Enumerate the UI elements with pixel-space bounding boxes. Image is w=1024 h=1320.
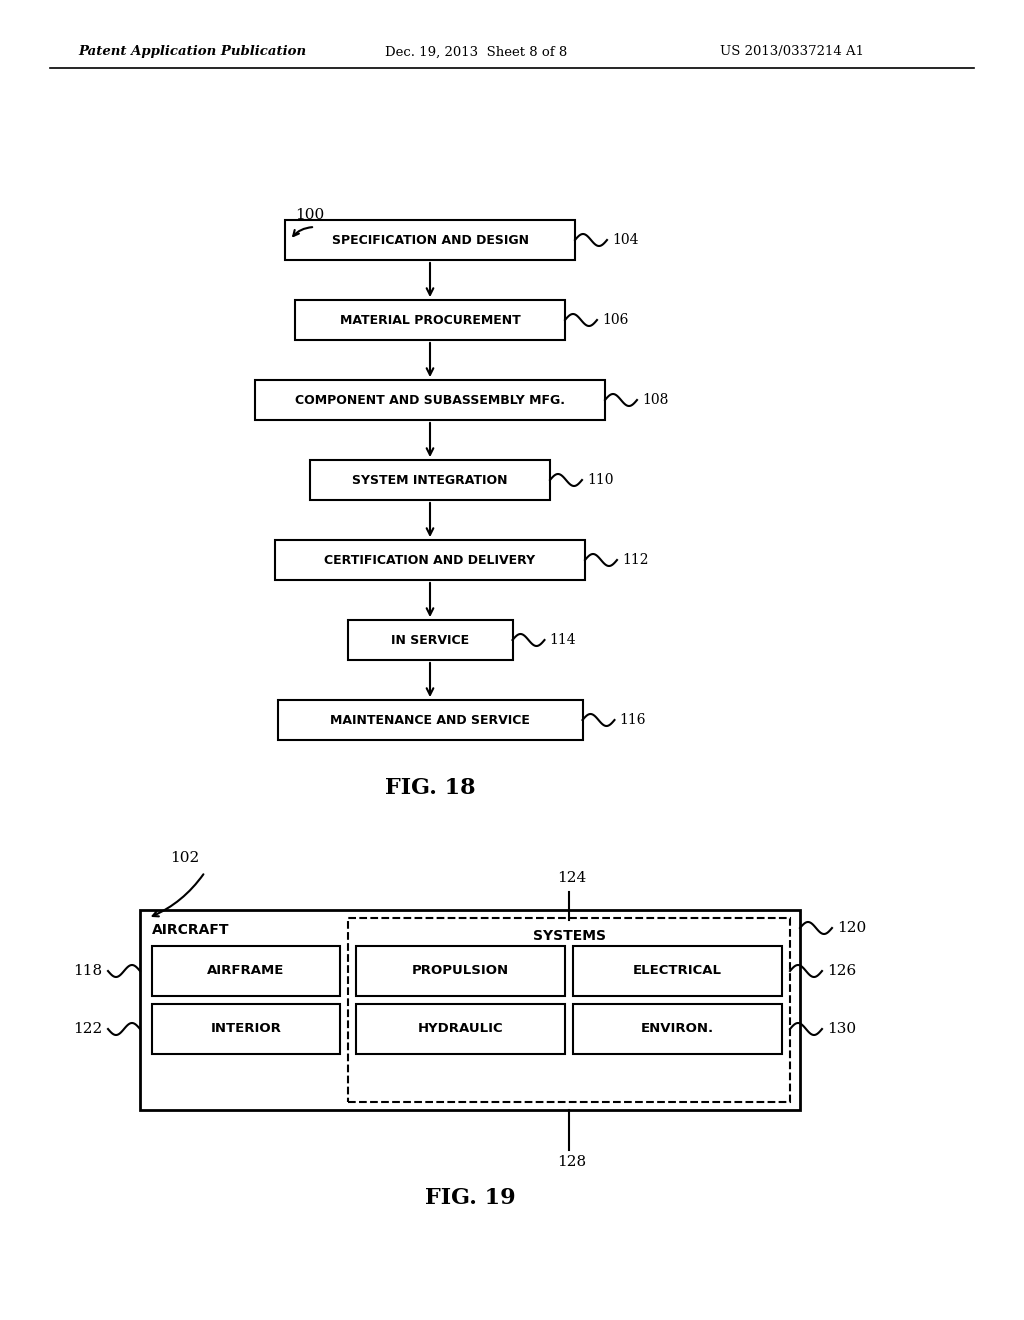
Text: US 2013/0337214 A1: US 2013/0337214 A1	[720, 45, 864, 58]
Text: 100: 100	[295, 209, 325, 222]
Text: MAINTENANCE AND SERVICE: MAINTENANCE AND SERVICE	[330, 714, 530, 726]
Text: 102: 102	[170, 851, 200, 865]
FancyBboxPatch shape	[573, 946, 782, 997]
Text: 106: 106	[602, 313, 629, 327]
Text: 118: 118	[73, 964, 102, 978]
FancyBboxPatch shape	[347, 620, 512, 660]
Text: AIRFRAME: AIRFRAME	[207, 965, 285, 978]
Text: CERTIFICATION AND DELIVERY: CERTIFICATION AND DELIVERY	[325, 553, 536, 566]
FancyBboxPatch shape	[356, 1005, 565, 1053]
Text: 120: 120	[837, 921, 866, 935]
Text: ELECTRICAL: ELECTRICAL	[633, 965, 722, 978]
Text: 114: 114	[550, 634, 577, 647]
Text: Dec. 19, 2013  Sheet 8 of 8: Dec. 19, 2013 Sheet 8 of 8	[385, 45, 567, 58]
Text: 126: 126	[827, 964, 856, 978]
Text: SPECIFICATION AND DESIGN: SPECIFICATION AND DESIGN	[332, 234, 528, 247]
Text: SYSTEMS: SYSTEMS	[532, 929, 605, 942]
FancyBboxPatch shape	[275, 540, 585, 579]
Text: IN SERVICE: IN SERVICE	[391, 634, 469, 647]
Text: 130: 130	[827, 1022, 856, 1036]
Text: 116: 116	[620, 713, 646, 727]
Text: 124: 124	[557, 871, 587, 884]
Text: Patent Application Publication: Patent Application Publication	[78, 45, 306, 58]
Text: HYDRAULIC: HYDRAULIC	[418, 1023, 504, 1035]
Text: ENVIRON.: ENVIRON.	[641, 1023, 714, 1035]
Text: COMPONENT AND SUBASSEMBLY MFG.: COMPONENT AND SUBASSEMBLY MFG.	[295, 393, 565, 407]
FancyBboxPatch shape	[255, 380, 605, 420]
FancyBboxPatch shape	[152, 1005, 340, 1053]
Text: SYSTEM INTEGRATION: SYSTEM INTEGRATION	[352, 474, 508, 487]
Text: AIRCRAFT: AIRCRAFT	[152, 923, 229, 937]
Text: FIG. 19: FIG. 19	[425, 1187, 515, 1209]
Text: MATERIAL PROCUREMENT: MATERIAL PROCUREMENT	[340, 314, 520, 326]
Text: 112: 112	[622, 553, 648, 568]
Text: 108: 108	[642, 393, 669, 407]
FancyBboxPatch shape	[348, 917, 790, 1102]
FancyBboxPatch shape	[278, 700, 583, 741]
Text: INTERIOR: INTERIOR	[211, 1023, 282, 1035]
Text: 104: 104	[612, 234, 639, 247]
FancyBboxPatch shape	[152, 946, 340, 997]
Text: FIG. 18: FIG. 18	[385, 777, 475, 799]
Text: 122: 122	[73, 1022, 102, 1036]
FancyBboxPatch shape	[295, 300, 565, 341]
Text: 110: 110	[587, 473, 613, 487]
FancyBboxPatch shape	[285, 220, 575, 260]
Text: 128: 128	[557, 1155, 586, 1170]
FancyBboxPatch shape	[356, 946, 565, 997]
Text: PROPULSION: PROPULSION	[412, 965, 509, 978]
FancyBboxPatch shape	[140, 909, 800, 1110]
FancyBboxPatch shape	[573, 1005, 782, 1053]
FancyBboxPatch shape	[310, 459, 550, 500]
